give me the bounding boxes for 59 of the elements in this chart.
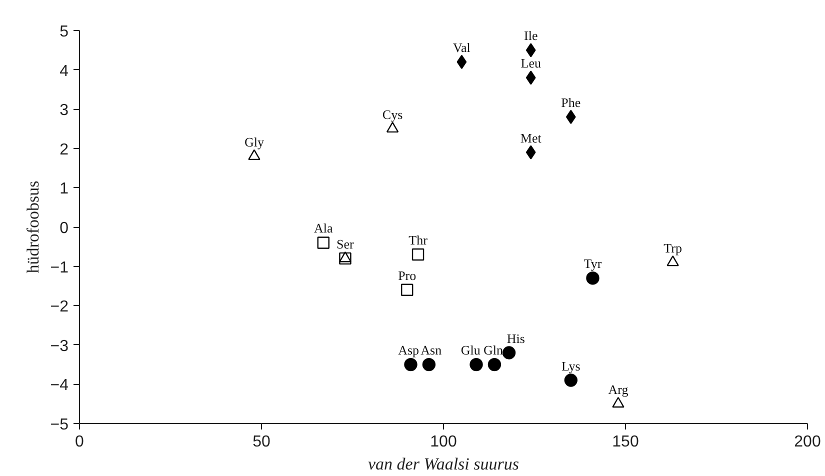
annotation: Phe bbox=[561, 94, 581, 110]
point bbox=[422, 358, 436, 372]
y-axis-title: hüdrofoobsus bbox=[23, 180, 42, 274]
annotation: Leu bbox=[520, 56, 542, 71]
x-tick-label: 150 bbox=[612, 434, 639, 450]
point bbox=[526, 70, 536, 85]
annotation: Ser bbox=[336, 236, 355, 252]
point bbox=[564, 374, 578, 387]
y-tick-label: −4 bbox=[50, 377, 69, 394]
annotation: Cys bbox=[382, 106, 403, 122]
point bbox=[248, 149, 260, 160]
annotation: Trp bbox=[664, 240, 682, 256]
annotation: Thr bbox=[408, 232, 428, 248]
point bbox=[566, 110, 576, 124]
annotation: Ile bbox=[524, 28, 538, 44]
point bbox=[526, 43, 536, 58]
point bbox=[526, 145, 536, 160]
y-tick-label: 3 bbox=[60, 102, 69, 120]
point bbox=[488, 358, 502, 372]
x-tick-label: 200 bbox=[794, 434, 821, 450]
point bbox=[612, 396, 624, 408]
x-tick-label: 0 bbox=[75, 434, 84, 450]
point bbox=[666, 255, 679, 266]
point bbox=[404, 358, 418, 372]
point bbox=[412, 248, 424, 261]
x-tick-label: 100 bbox=[430, 434, 457, 450]
y-tick-label: 0 bbox=[60, 220, 69, 237]
annotation: Pro bbox=[398, 268, 416, 283]
y-tick-label: 2 bbox=[60, 141, 69, 158]
point bbox=[339, 251, 352, 262]
annotation: Glu bbox=[460, 342, 481, 358]
y-tick-label: −3 bbox=[50, 338, 69, 355]
point bbox=[456, 54, 467, 70]
point bbox=[386, 122, 399, 133]
annotation: Asp bbox=[398, 342, 420, 358]
annotation: Gln bbox=[483, 342, 504, 358]
point bbox=[502, 346, 516, 360]
y-tick-label: −1 bbox=[50, 259, 69, 276]
y-tick-label: −2 bbox=[50, 298, 69, 316]
point bbox=[586, 272, 600, 285]
annotation: Arg bbox=[608, 382, 629, 397]
annotation: Lys bbox=[562, 358, 580, 374]
point bbox=[470, 358, 483, 372]
annotation: Gly bbox=[244, 134, 264, 150]
point bbox=[339, 252, 352, 265]
annotation: Met bbox=[520, 130, 542, 146]
point bbox=[401, 284, 414, 296]
annotation: Val bbox=[453, 40, 471, 55]
annotation: His bbox=[506, 330, 525, 346]
x-tick-label: 50 bbox=[252, 434, 270, 450]
y-tick-label: 4 bbox=[60, 62, 69, 80]
annotation: Tyr bbox=[584, 256, 602, 272]
y-tick-label: −5 bbox=[50, 416, 69, 434]
y-tick-label: 1 bbox=[60, 180, 69, 198]
y-tick-label: 5 bbox=[60, 24, 69, 40]
x-axis-title: van der Waalsi suurus bbox=[368, 454, 520, 474]
point bbox=[317, 236, 330, 249]
annotation: Asn bbox=[420, 342, 442, 358]
annotation: Ala bbox=[314, 220, 333, 236]
